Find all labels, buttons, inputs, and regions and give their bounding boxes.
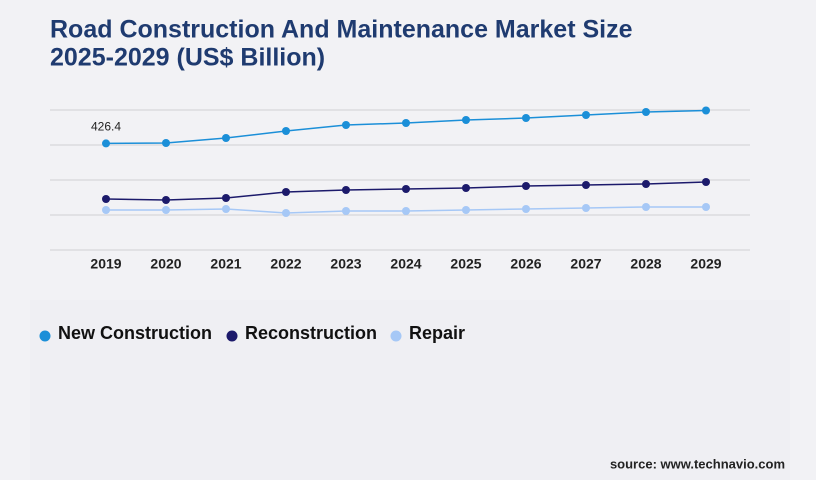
- x-tick-label: 2028: [630, 256, 661, 272]
- chart-title: Road Construction And Maintenance Market…: [50, 16, 633, 44]
- data-point: [162, 196, 170, 204]
- legend-label: Repair: [409, 323, 465, 343]
- data-label: 426.4: [91, 120, 121, 134]
- data-point: [282, 127, 290, 135]
- x-tick-label: 2024: [390, 256, 421, 272]
- x-tick-label: 2025: [450, 256, 481, 272]
- legend-marker: [390, 330, 402, 342]
- x-tick-label: 2023: [330, 256, 361, 272]
- data-point: [462, 184, 470, 192]
- x-tick-label: 2027: [570, 256, 601, 272]
- data-point: [642, 108, 650, 116]
- data-point: [522, 182, 530, 190]
- data-point: [102, 206, 110, 214]
- legend-label: New Construction: [58, 323, 212, 343]
- x-tick-label: 2026: [510, 256, 541, 272]
- data-point: [282, 188, 290, 196]
- data-point: [522, 114, 530, 122]
- data-point: [222, 205, 230, 213]
- legend-label: Reconstruction: [245, 323, 377, 343]
- data-point: [342, 186, 350, 194]
- data-point: [522, 205, 530, 213]
- data-point: [162, 206, 170, 214]
- source: source: www.technavio.com: [610, 456, 785, 471]
- data-point: [402, 185, 410, 193]
- data-point: [582, 111, 590, 119]
- data-point: [462, 206, 470, 214]
- x-tick-label: 2022: [270, 256, 301, 272]
- data-point: [702, 203, 710, 211]
- legend-marker: [39, 330, 51, 342]
- data-point: [162, 139, 170, 147]
- data-point: [642, 180, 650, 188]
- legend-marker: [226, 330, 238, 342]
- data-point: [402, 119, 410, 127]
- chart-subtitle: 2025-2029 (US$ Billion): [50, 44, 325, 72]
- data-point: [582, 181, 590, 189]
- legend-panel: [30, 300, 790, 480]
- data-point: [702, 178, 710, 186]
- x-tick-label: 2019: [90, 256, 121, 272]
- data-point: [222, 194, 230, 202]
- data-point: [462, 116, 470, 124]
- data-point: [342, 207, 350, 215]
- x-tick-label: 2021: [210, 256, 241, 272]
- data-point: [102, 139, 110, 148]
- data-point: [702, 106, 710, 115]
- data-point: [222, 134, 230, 142]
- data-point: [582, 204, 590, 212]
- data-point: [282, 209, 290, 217]
- x-tick-label: 2029: [690, 256, 721, 272]
- x-tick-label: 2020: [150, 256, 181, 272]
- data-point: [642, 203, 650, 211]
- data-point: [342, 121, 350, 129]
- data-point: [402, 207, 410, 215]
- data-point: [102, 195, 110, 203]
